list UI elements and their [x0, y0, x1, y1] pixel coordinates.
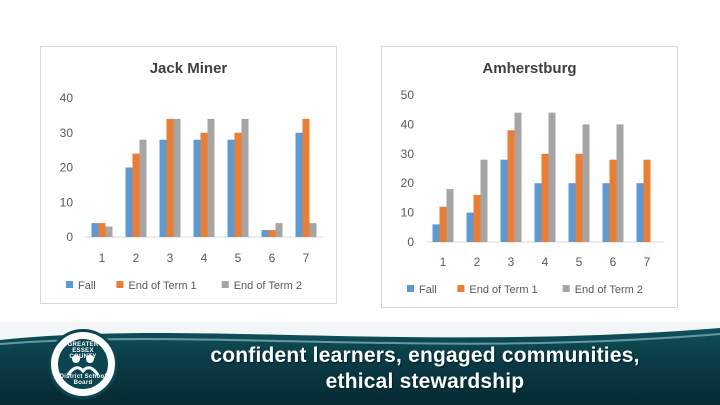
bar-term1 — [200, 132, 208, 237]
slogan-line-2: ethical stewardship — [325, 370, 525, 393]
x-tick-label: 6 — [269, 251, 276, 265]
bar-term2 — [480, 159, 488, 242]
chart-jack-miner: 0 10 20 30 40 1 2 3 4 5 6 7 Fall End of Term 1 End of … — [60, 91, 323, 292]
y-tick-label: 40 — [60, 91, 74, 105]
chart-panel-amherstburg: Amherstburg 0 10 20 30 40 50 1 2 3 4 5 6 7 Fall End of… — [381, 46, 678, 308]
y-tick-label: 30 — [401, 147, 415, 161]
bar-fall — [125, 167, 133, 237]
legend-label-term2: End of Term 2 — [234, 280, 302, 292]
x-tick-label: 4 — [542, 255, 549, 269]
x-tick-label: 7 — [303, 251, 310, 265]
bar-term1 — [439, 206, 447, 242]
y-tick-label: 0 — [407, 235, 414, 249]
legend-swatch-fall — [66, 281, 73, 288]
legend-label-term1: End of Term 1 — [469, 284, 537, 296]
legend-label-fall: Fall — [78, 280, 96, 292]
bar-term2 — [241, 118, 249, 237]
bar-term2 — [446, 189, 454, 242]
legend-swatch-fall — [407, 285, 414, 292]
x-tick-label: 4 — [201, 251, 208, 265]
people-icon — [66, 355, 100, 376]
x-tick-label: 7 — [644, 255, 651, 269]
bar-term2 — [514, 112, 522, 242]
x-tick-label: 5 — [235, 251, 242, 265]
bar-term1 — [507, 130, 515, 242]
bar-term2 — [616, 124, 624, 242]
legend-label-fall: Fall — [419, 284, 437, 296]
bar-term2 — [309, 223, 317, 237]
y-tick-label: 10 — [401, 206, 415, 220]
bar-term1 — [302, 118, 310, 237]
x-tick-label: 3 — [167, 251, 174, 265]
y-tick-label: 10 — [60, 195, 74, 209]
bar-term2 — [582, 124, 590, 242]
bar-fall — [568, 183, 576, 242]
y-tick-label: 20 — [401, 176, 415, 190]
bar-fall — [261, 230, 269, 237]
legend-swatch-term2 — [562, 285, 570, 292]
bar-fall — [91, 223, 99, 237]
y-tick-label: 0 — [66, 230, 73, 244]
x-tick-label: 1 — [440, 255, 447, 269]
logo-text-bottom: District School Board — [59, 374, 107, 386]
x-tick-label: 1 — [99, 251, 106, 265]
bar-fall — [500, 159, 508, 242]
x-tick-label: 6 — [610, 255, 617, 269]
bar-term1 — [643, 159, 651, 242]
x-tick-label: 2 — [474, 255, 481, 269]
bar-fall — [466, 212, 474, 242]
chart-panel-jack-miner: Jack Miner 0 10 20 30 40 1 2 3 4 5 6 7 Fall End of Te… — [40, 46, 337, 304]
bar-term1 — [166, 118, 174, 237]
bar-fall — [534, 183, 542, 242]
logo-emblem: GREATER ESSEX COUNTY District School Boa… — [58, 339, 108, 389]
legend-label-term1: End of Term 1 — [128, 280, 196, 292]
bar-fall — [193, 139, 201, 237]
bar-term2 — [173, 118, 181, 237]
bar-fall — [636, 183, 644, 242]
x-tick-label: 3 — [508, 255, 515, 269]
chart-title: Jack Miner — [149, 60, 228, 77]
y-tick-label: 50 — [401, 88, 415, 102]
legend-swatch-term1 — [457, 285, 465, 292]
y-tick-label: 20 — [60, 161, 74, 175]
bar-term1 — [473, 194, 481, 242]
bar-term2 — [207, 118, 215, 237]
chart-title: Amherstburg — [482, 60, 577, 77]
chart-amherstburg: 0 10 20 30 40 50 1 2 3 4 5 6 7 Fall End of Term 1 End o… — [401, 88, 664, 296]
bar-term1 — [98, 223, 106, 237]
x-tick-label: 2 — [133, 251, 140, 265]
bar-fall — [432, 224, 440, 242]
legend-swatch-term2 — [221, 281, 229, 288]
legend-swatch-term1 — [116, 281, 124, 288]
y-tick-label: 40 — [401, 117, 415, 131]
school-board-logo: GREATER ESSEX COUNTY District School Boa… — [48, 329, 118, 399]
bar-term1 — [132, 153, 140, 237]
bar-term2 — [275, 223, 283, 237]
bar-fall — [295, 132, 303, 237]
bar-term1 — [541, 153, 549, 242]
bar-term2 — [105, 226, 113, 237]
bar-fall — [227, 139, 235, 237]
bar-term2 — [548, 112, 556, 242]
footer-banner: GREATER ESSEX COUNTY District School Boa… — [0, 322, 720, 405]
bar-term2 — [139, 139, 147, 237]
bar-term1 — [609, 159, 617, 242]
bar-fall — [602, 183, 610, 242]
y-tick-label: 30 — [60, 126, 74, 140]
bar-term1 — [575, 153, 583, 242]
bar-term1 — [234, 132, 242, 237]
bar-fall — [159, 139, 167, 237]
bar-term1 — [268, 230, 276, 237]
legend-label-term2: End of Term 2 — [575, 284, 643, 296]
slogan-line-1: confident learners, engaged communities, — [210, 344, 640, 367]
logo-text-top: GREATER ESSEX COUNTY — [67, 342, 99, 360]
x-tick-label: 5 — [576, 255, 583, 269]
